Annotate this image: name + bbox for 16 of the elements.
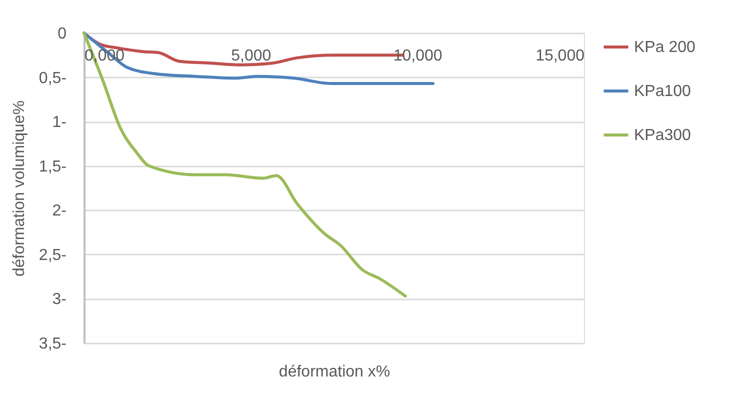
y-tick-label: 0 <box>58 26 67 42</box>
x-tick-label: 15,000 <box>536 48 585 64</box>
y-tick-label: 2,5- <box>38 246 66 264</box>
x-axis-title: déformation x% <box>278 364 390 380</box>
y-tick-label: 2- <box>52 202 66 220</box>
y-tick-label: 3,5- <box>38 336 66 352</box>
x-tick-label: 5,000 <box>231 48 272 64</box>
legend-label: KPa300 <box>634 127 692 144</box>
y-tick-label: 0,5- <box>38 70 66 87</box>
y-axis-title: déformation volumique% <box>10 100 28 277</box>
x-tick-label: 10,000 <box>393 48 442 64</box>
y-tick-label: 3- <box>52 291 66 308</box>
y-tick-label: 1,5- <box>38 158 66 176</box>
legend-label: KPa100 <box>634 83 692 100</box>
legend-label: KPa 200 <box>634 39 696 56</box>
y-tick-label: 1- <box>52 114 66 132</box>
